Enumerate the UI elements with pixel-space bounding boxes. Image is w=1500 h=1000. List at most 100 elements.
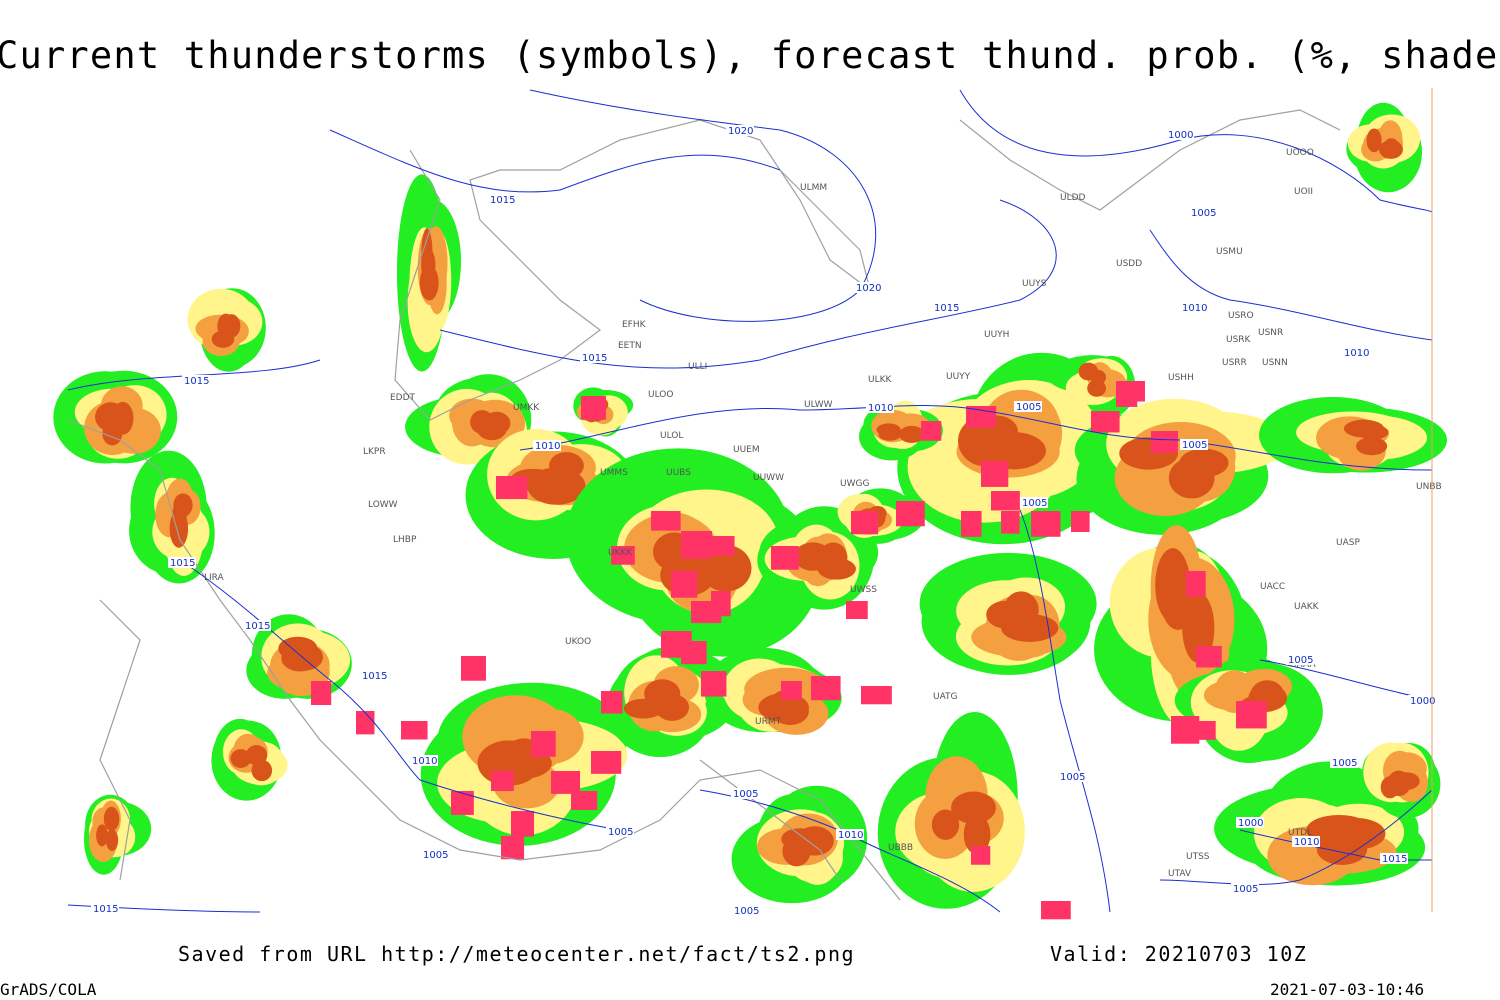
isobar-label-bg	[932, 302, 960, 313]
station-label: ULMM	[800, 183, 827, 193]
station-label: ULKK	[868, 375, 893, 385]
station-label: UUYH	[984, 330, 1009, 340]
isobar-label: 1005	[1191, 208, 1216, 219]
isobar-label-bg	[1166, 129, 1194, 140]
isobar-label-bg	[1286, 654, 1314, 665]
timestamp: 2021-07-03-10:46	[1270, 980, 1424, 999]
station-label: UKOO	[565, 637, 591, 647]
isobar-label: 1015	[245, 621, 270, 632]
isobar-label-bg	[243, 620, 271, 631]
prob-area	[281, 645, 319, 672]
station-label: UAKK	[1294, 602, 1320, 612]
storm-symbol	[851, 511, 879, 535]
station-label: UUBS	[666, 468, 691, 478]
prob-area	[700, 544, 752, 592]
station-label: UTDL	[1288, 828, 1312, 838]
isobar-label: 1010	[838, 830, 863, 841]
isobar-label: 1005	[734, 906, 759, 917]
isobar-label-bg	[580, 352, 608, 363]
station-label: UUYS	[1022, 279, 1047, 289]
prob-area	[623, 698, 664, 719]
isobar-label-bg	[533, 440, 561, 451]
storm-symbol	[681, 531, 713, 559]
isobar-label-bg	[488, 194, 516, 205]
storm-symbol	[1191, 721, 1216, 740]
prob-area	[1179, 448, 1229, 478]
isobar-label: 1000	[1410, 696, 1435, 707]
station-label: UMKK	[513, 403, 540, 413]
station-label: USRR	[1222, 358, 1247, 368]
station-label: UNBB	[1416, 482, 1442, 492]
storm-symbol	[966, 406, 997, 428]
storm-symbol	[921, 421, 942, 441]
isobar-label-bg	[1014, 401, 1042, 412]
isobar-label: 1005	[1022, 498, 1047, 509]
station-label: UKKK	[608, 548, 633, 558]
storm-symbol	[971, 846, 991, 865]
storm-symbol	[701, 671, 727, 697]
title: Current thunderstorms (symbols), forecas…	[0, 34, 1500, 77]
storm-symbol	[496, 476, 528, 500]
storm-symbol	[1031, 511, 1061, 537]
isobar-label-bg	[726, 125, 754, 136]
prob-area	[1380, 776, 1400, 799]
prob-area	[421, 248, 436, 282]
prob-area	[1379, 140, 1403, 159]
isobar-label: 1015	[184, 376, 209, 387]
isobar-label: 1015	[582, 353, 607, 364]
prob-area	[963, 814, 991, 855]
isobar-label: 1005	[1182, 440, 1207, 451]
station-label: ULDD	[1060, 193, 1086, 203]
station-label: ULWW	[804, 400, 833, 410]
isobar-label: 1010	[412, 756, 437, 767]
prob-area	[1343, 419, 1385, 438]
prob-shading	[53, 102, 1448, 920]
isobar-label-bg	[731, 788, 759, 799]
prob-area	[986, 600, 1024, 629]
storm-symbol	[846, 601, 868, 620]
prob-area	[931, 809, 960, 840]
isobar-label: 1005	[1332, 758, 1357, 769]
storm-symbol	[531, 731, 556, 757]
station-label: LIRA	[204, 573, 225, 583]
isobar-label-bg	[1180, 302, 1208, 313]
prob-area	[1078, 362, 1099, 381]
labels: ULMM ULDD USDD USMU UUYS USRO USRK USNR USRR USNN…	[91, 125, 1442, 917]
storm-symbol	[1196, 646, 1222, 668]
isobar-label-bg	[836, 829, 864, 840]
storm-symbol	[1041, 901, 1071, 920]
isobar-label: 1010	[535, 441, 560, 452]
isobar-label-bg	[1231, 883, 1259, 894]
station-label: USNR	[1258, 328, 1283, 338]
prob-area	[103, 806, 120, 831]
storm-symbol	[651, 511, 681, 531]
storm-symbol	[861, 686, 892, 705]
storm-symbol	[711, 536, 735, 556]
station-label: LHBP	[393, 535, 417, 545]
isobar-label: 1005	[1060, 772, 1085, 783]
storm-symbol	[461, 656, 486, 681]
isobar-label: 1010	[1344, 348, 1369, 359]
storm-symbol	[611, 546, 635, 565]
isobar-label-bg	[1330, 757, 1358, 768]
isobar-label: 1010	[1182, 303, 1207, 314]
isobar-label-bg	[1342, 347, 1370, 358]
isobar-label-bg	[182, 375, 210, 386]
prob-area	[476, 414, 508, 441]
isobar-label-bg	[91, 903, 119, 914]
storm-symbol	[401, 721, 428, 740]
isobar-label-bg	[1236, 817, 1264, 828]
station-label: USHH	[1168, 373, 1194, 383]
prob-area	[1182, 592, 1215, 663]
isobar-label-bg	[606, 826, 634, 837]
station-label: UOII	[1294, 187, 1313, 197]
isobar-label-bg	[168, 557, 196, 568]
station-label: USDD	[1116, 259, 1142, 269]
isobar-label-bg	[421, 849, 449, 860]
prob-area	[1155, 548, 1191, 623]
station-label: UUWW	[753, 473, 784, 483]
isobar-label: 1020	[728, 126, 753, 137]
station-label: EFHK	[622, 320, 647, 330]
prob-area	[950, 791, 996, 824]
